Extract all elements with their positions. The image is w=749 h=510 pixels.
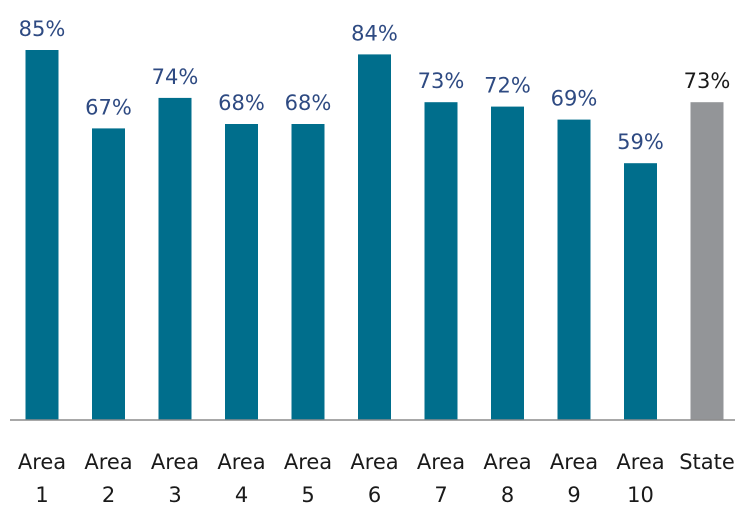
bars-layer xyxy=(25,50,724,421)
value-label-area-1: 85% xyxy=(19,17,66,41)
value-label-area-2: 67% xyxy=(85,95,132,119)
bar-area-3 xyxy=(158,97,192,421)
category-label-area-6-line-2: 6 xyxy=(368,483,381,506)
bar-area-10 xyxy=(624,163,657,420)
category-label-area-7-line-2: 7 xyxy=(434,483,447,506)
bar-area-7 xyxy=(424,102,458,420)
category-label-area-10-line-2: 10 xyxy=(627,483,654,506)
bar-area-4 xyxy=(225,124,258,420)
category-label-area-1-line-1: Area xyxy=(18,450,66,474)
category-label-area-5-line-1: Area xyxy=(284,450,332,474)
category-label-state-line-1: State xyxy=(679,450,735,474)
category-label-area-4-line-2: 4 xyxy=(235,483,248,506)
bar-area-1 xyxy=(25,50,59,420)
value-label-area-9: 69% xyxy=(551,87,598,111)
category-label-area-9-line-1: Area xyxy=(550,450,598,474)
category-label-area-3-line-1: Area xyxy=(151,450,199,474)
category-label-area-4-line-1: Area xyxy=(217,450,265,474)
category-labels-layer: Area 1 Area 2 Area 3 Area 4 Area 5 Area 6 Area 7 Area 8… xyxy=(18,450,735,507)
category-label-area-1-line-2: 1 xyxy=(35,483,48,506)
value-label-state: 73% xyxy=(684,69,731,93)
value-label-area-10: 59% xyxy=(617,130,664,154)
category-label-area-8-line-2: 8 xyxy=(501,483,514,506)
value-label-area-4: 68% xyxy=(218,91,265,115)
bar-area-5 xyxy=(291,124,325,420)
bar-area-2 xyxy=(92,128,125,420)
value-label-area-5: 68% xyxy=(285,91,332,115)
category-label-area-2-line-1: Area xyxy=(84,450,132,474)
value-label-area-8: 72% xyxy=(484,74,531,98)
category-label-area-10-line-1: Area xyxy=(616,450,664,474)
category-label-area-9-line-2: 9 xyxy=(567,483,580,506)
bar-state xyxy=(690,102,724,420)
bar-area-8 xyxy=(491,106,524,420)
value-label-area-3: 74% xyxy=(152,65,199,89)
category-label-area-5-line-2: 5 xyxy=(301,483,314,506)
bar-area-6 xyxy=(358,54,391,421)
value-labels-layer: 85% 67% 74% 68% 68% 84% 73% 72% 69% 59% 73% xyxy=(19,17,731,154)
category-label-area-3-line-2: 3 xyxy=(168,483,181,506)
bar-area-9 xyxy=(557,119,591,420)
category-label-area-2-line-2: 2 xyxy=(102,483,115,506)
category-label-area-8-line-1: Area xyxy=(483,450,531,474)
category-label-area-7-line-1: Area xyxy=(417,450,465,474)
value-label-area-6: 84% xyxy=(351,21,398,45)
category-label-area-6-line-1: Area xyxy=(350,450,398,474)
value-label-area-7: 73% xyxy=(418,69,465,93)
